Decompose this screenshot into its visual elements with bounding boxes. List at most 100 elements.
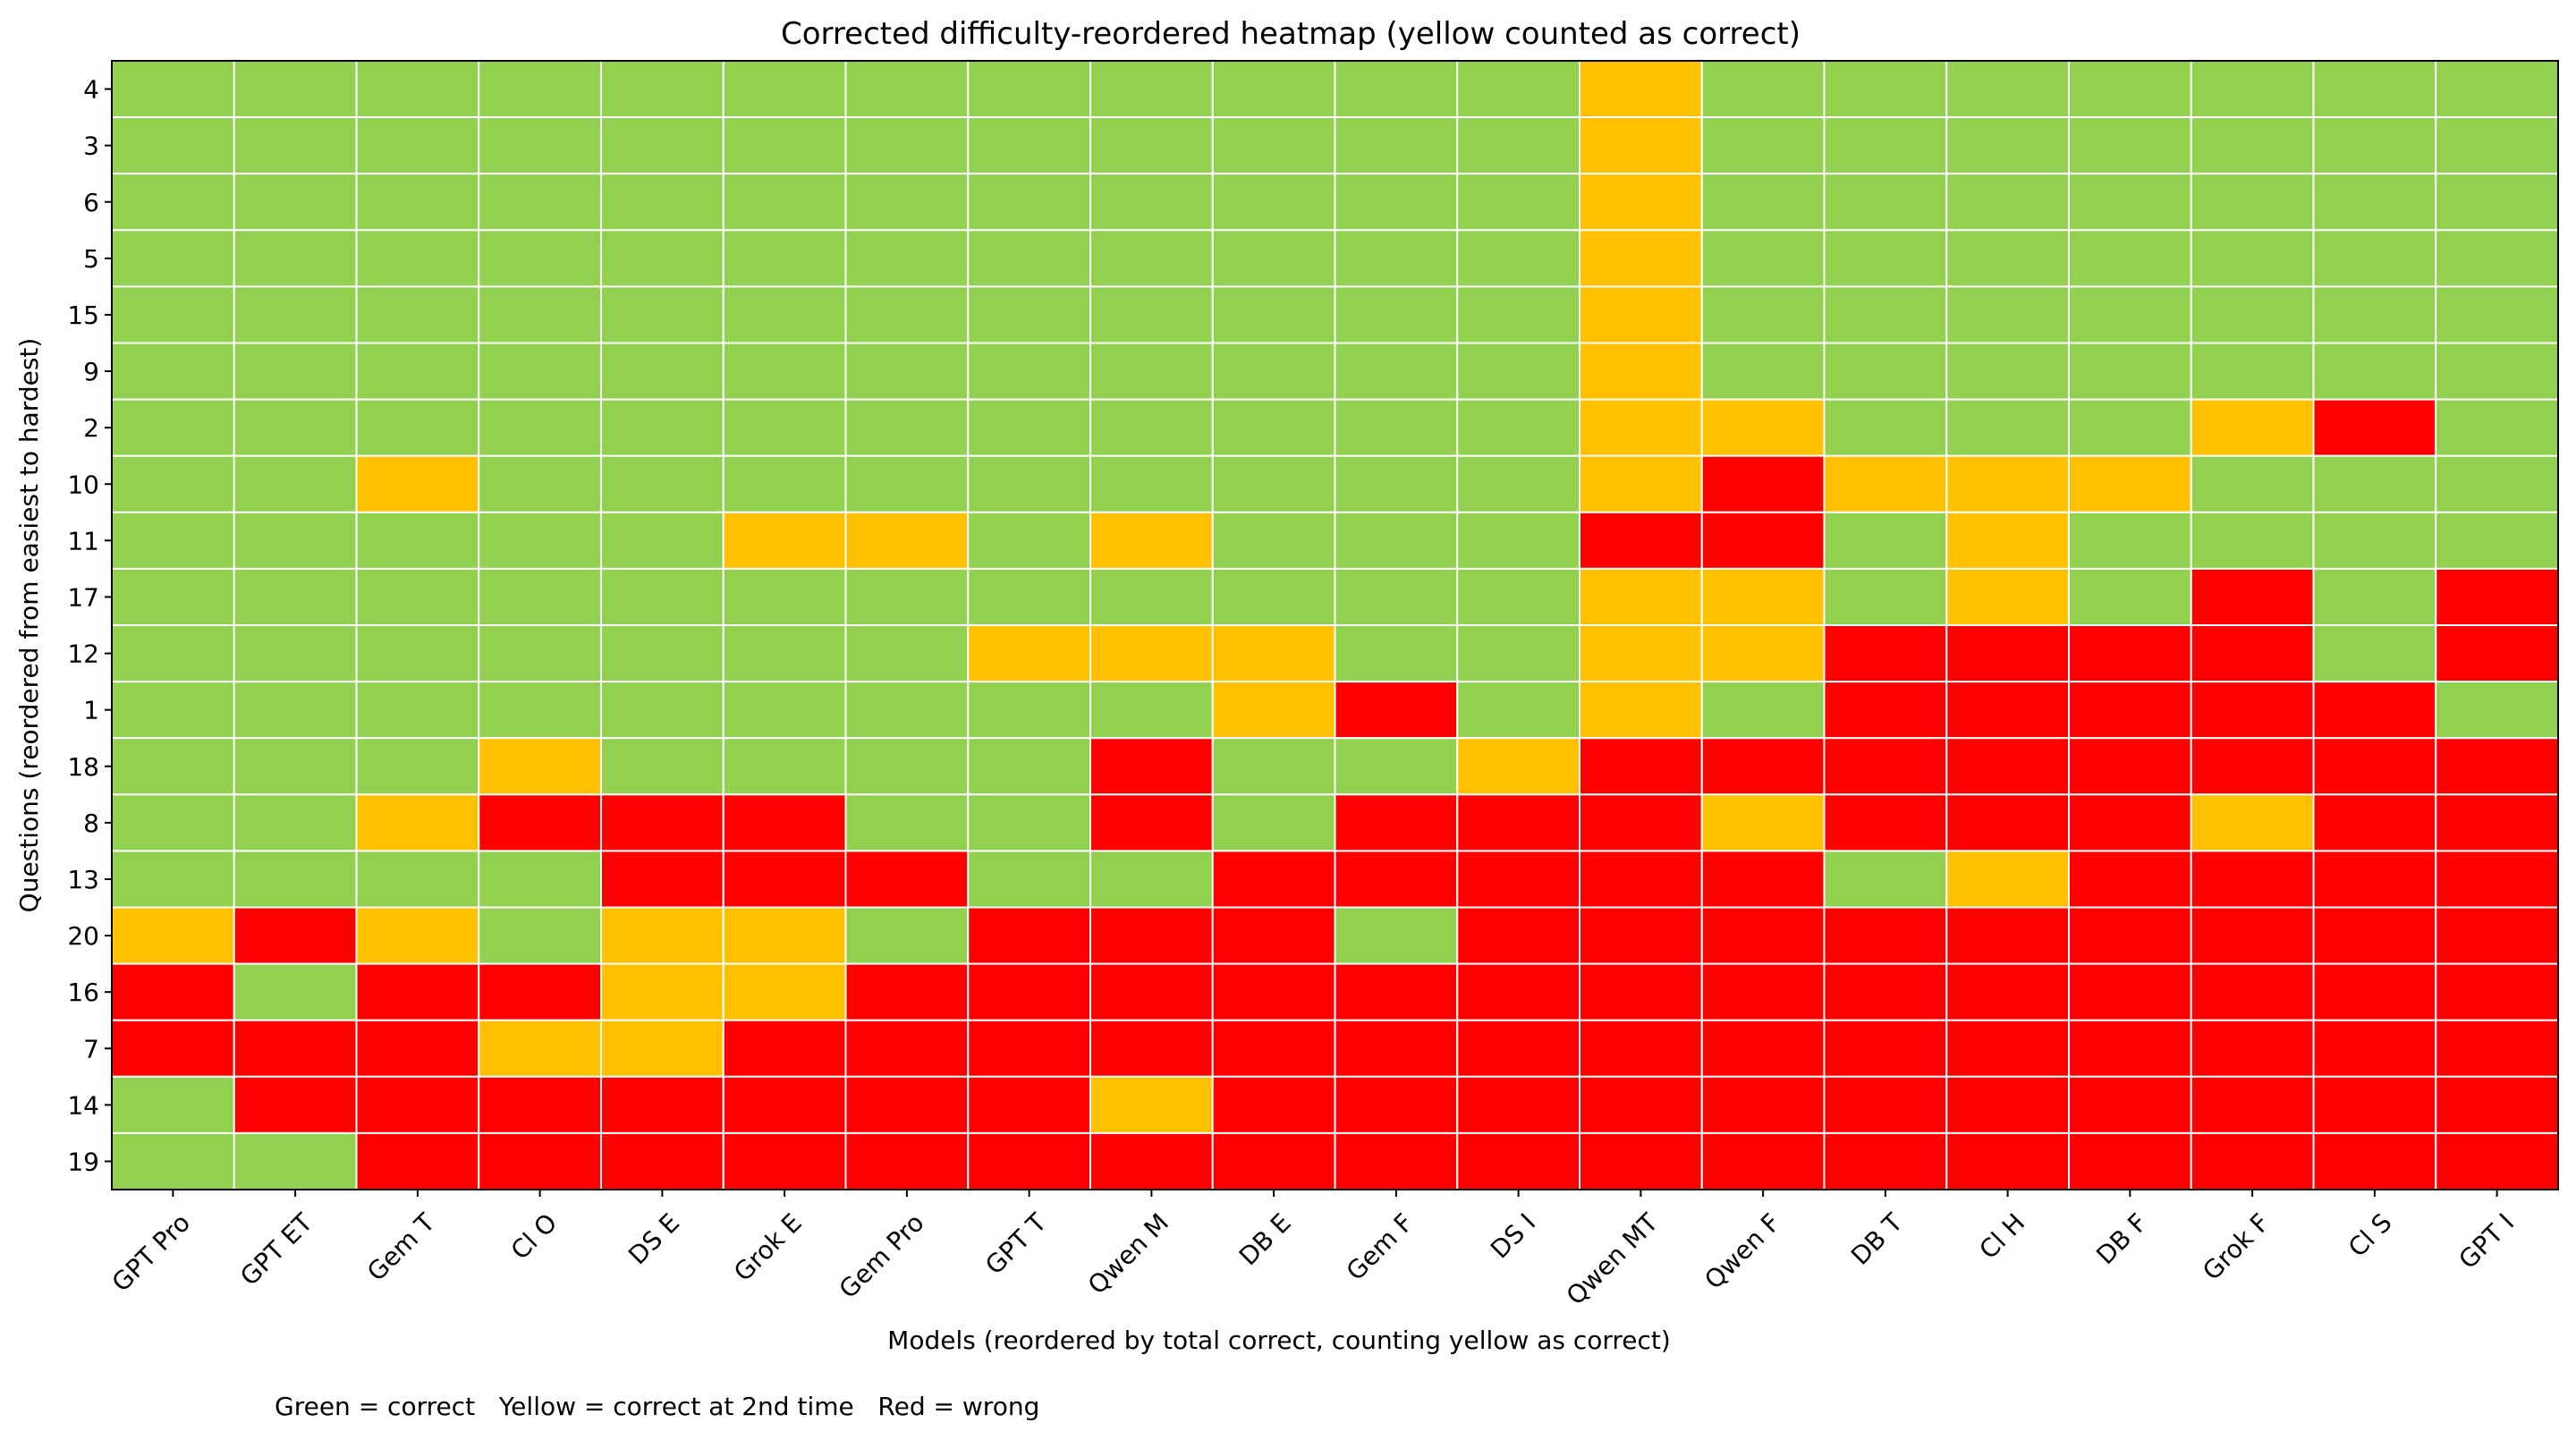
heatmap-cell bbox=[1823, 850, 1948, 909]
x-tick-label: Gem F bbox=[1341, 1207, 1419, 1286]
heatmap-cell bbox=[722, 1019, 847, 1078]
heatmap-cell bbox=[1700, 1131, 1826, 1191]
heatmap-cell bbox=[2068, 737, 2192, 796]
heatmap-cell bbox=[967, 1019, 1091, 1078]
heatmap-cell bbox=[1211, 906, 1336, 965]
heatmap-cell bbox=[1700, 511, 1826, 570]
heatmap-cell bbox=[1211, 624, 1336, 683]
heatmap-cell bbox=[600, 681, 724, 740]
heatmap-cell bbox=[1945, 60, 2070, 119]
heatmap-cell bbox=[1700, 229, 1826, 288]
heatmap-cell bbox=[722, 285, 847, 344]
heatmap-cell bbox=[1823, 906, 1948, 965]
heatmap-cell bbox=[233, 1131, 358, 1191]
heatmap-cell bbox=[1456, 681, 1580, 740]
heatmap-cell bbox=[1945, 681, 2070, 740]
heatmap-cell bbox=[355, 1075, 480, 1134]
heatmap-cell bbox=[355, 398, 480, 457]
heatmap-cell bbox=[111, 681, 235, 740]
heatmap-cell bbox=[1579, 398, 1703, 457]
heatmap-cell bbox=[2190, 511, 2315, 570]
heatmap-cell bbox=[1456, 454, 1580, 513]
heatmap-cell bbox=[1456, 906, 1580, 965]
heatmap-cell bbox=[355, 60, 480, 119]
heatmap-cell bbox=[355, 624, 480, 683]
heatmap-cell bbox=[2190, 285, 2315, 344]
heatmap-cell bbox=[600, 737, 724, 796]
heatmap-cell bbox=[1579, 454, 1703, 513]
heatmap-cell bbox=[478, 1019, 602, 1078]
x-tick-label: Qwen F bbox=[1699, 1207, 1786, 1295]
heatmap-cell bbox=[844, 342, 970, 401]
heatmap-cell bbox=[1823, 511, 1948, 570]
y-tick-label: 19 bbox=[67, 1147, 99, 1176]
heatmap-cell bbox=[355, 850, 480, 909]
heatmap-cell bbox=[1700, 906, 1826, 965]
x-tick-label: DS I bbox=[1485, 1207, 1541, 1264]
heatmap-cell bbox=[478, 624, 602, 683]
heatmap-cell bbox=[722, 681, 847, 740]
heatmap-cell bbox=[1823, 962, 1948, 1021]
heatmap-cell bbox=[355, 454, 480, 513]
heatmap-cell bbox=[1334, 850, 1459, 909]
heatmap-cell bbox=[1089, 793, 1214, 852]
heatmap-cell bbox=[844, 567, 970, 627]
heatmap-cell bbox=[1579, 1131, 1703, 1191]
heatmap-cell bbox=[1334, 342, 1459, 401]
heatmap-cell bbox=[1089, 60, 1214, 119]
heatmap-cell bbox=[1211, 342, 1336, 401]
heatmap-cell bbox=[1945, 342, 2070, 401]
heatmap-cell bbox=[1334, 116, 1459, 175]
heatmap-cell bbox=[111, 1019, 235, 1078]
heatmap-cell bbox=[2312, 906, 2437, 965]
heatmap-cell bbox=[111, 962, 235, 1021]
heatmap-cell bbox=[2312, 60, 2437, 119]
heatmap-cell bbox=[600, 173, 724, 232]
heatmap-cell bbox=[1456, 398, 1580, 457]
heatmap-cell bbox=[600, 850, 724, 909]
heatmap-cell bbox=[1945, 962, 2070, 1021]
heatmap-cell bbox=[2312, 511, 2437, 570]
heatmap-cell bbox=[2435, 1131, 2559, 1191]
heatmap-cell bbox=[2435, 173, 2559, 232]
heatmap-cell bbox=[111, 850, 235, 909]
heatmap-cell bbox=[1211, 116, 1336, 175]
heatmap-cell bbox=[233, 681, 358, 740]
heatmap-cell bbox=[2312, 173, 2437, 232]
heatmap-cell bbox=[111, 567, 235, 627]
x-tick-label: Cl H bbox=[1973, 1207, 2030, 1265]
heatmap-cell bbox=[1700, 60, 1826, 119]
heatmap-cell bbox=[1089, 624, 1214, 683]
heatmap-cell bbox=[2312, 1131, 2437, 1191]
heatmap-cell bbox=[1579, 681, 1703, 740]
heatmap-cell bbox=[1700, 850, 1826, 909]
heatmap-cell bbox=[1089, 850, 1214, 909]
heatmap-cell bbox=[355, 285, 480, 344]
heatmap-cell bbox=[1823, 60, 1948, 119]
heatmap-cell bbox=[2435, 342, 2559, 401]
x-tick-label: GPT T bbox=[979, 1207, 1053, 1281]
x-tick-label: GPT I bbox=[2453, 1207, 2520, 1275]
heatmap-cell bbox=[1700, 342, 1826, 401]
heatmap-cell bbox=[1823, 229, 1948, 288]
heatmap-cell bbox=[1579, 285, 1703, 344]
heatmap-cell bbox=[600, 906, 724, 965]
heatmap-cell bbox=[2435, 116, 2559, 175]
color-legend-caption: Green = correct Yellow = correct at 2nd … bbox=[275, 1392, 1040, 1421]
heatmap-cell bbox=[1211, 850, 1336, 909]
heatmap-cell bbox=[1823, 1075, 1948, 1134]
heatmap-cell bbox=[1334, 737, 1459, 796]
heatmap-cell bbox=[1823, 737, 1948, 796]
heatmap-cell bbox=[844, 737, 970, 796]
heatmap-cell bbox=[600, 116, 724, 175]
heatmap-cell bbox=[1089, 737, 1214, 796]
heatmap-cell bbox=[1456, 173, 1580, 232]
y-tick-label: 18 bbox=[67, 752, 99, 782]
heatmap-cell bbox=[844, 850, 970, 909]
heatmap-cell bbox=[1700, 454, 1826, 513]
heatmap-cell bbox=[722, 342, 847, 401]
heatmap-cell bbox=[478, 229, 602, 288]
heatmap-cell bbox=[2190, 342, 2315, 401]
heatmap-cell bbox=[2312, 285, 2437, 344]
heatmap-cell bbox=[600, 1131, 724, 1191]
